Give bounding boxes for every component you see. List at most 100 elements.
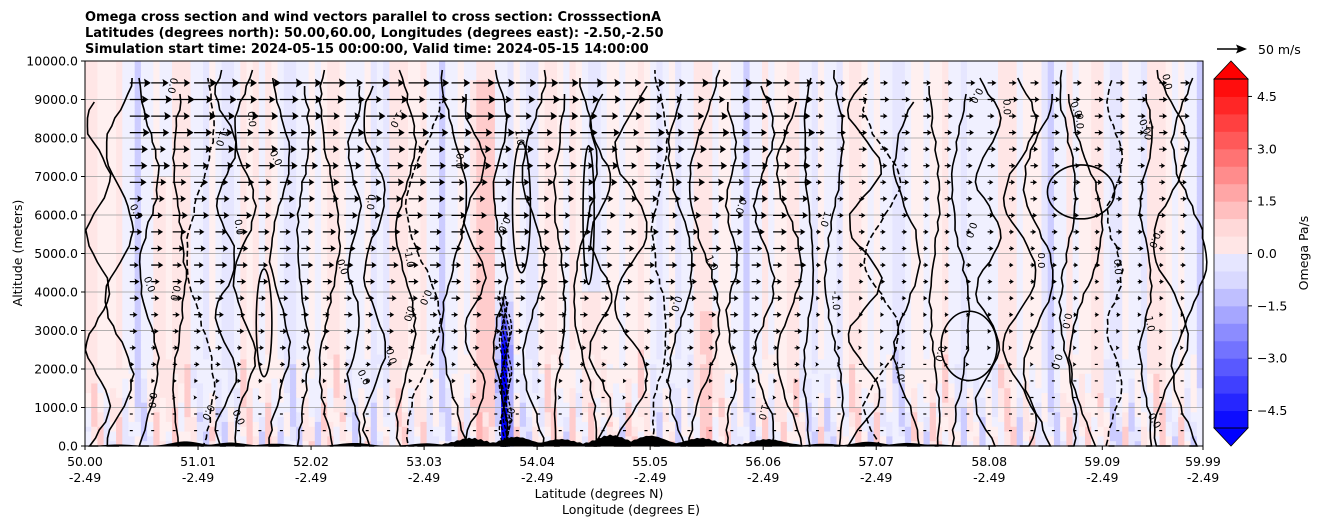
wind-vector	[365, 328, 372, 334]
wind-vector	[858, 229, 865, 235]
wind-vector	[858, 96, 868, 103]
wind-vector	[644, 261, 655, 269]
wind-vector	[644, 345, 650, 351]
wind-vector	[430, 311, 438, 318]
wind-vector	[344, 245, 356, 252]
y-tick-label: 6000.0	[34, 208, 78, 223]
wind-vector	[472, 295, 483, 302]
wind-vector	[194, 361, 200, 367]
wind-vector	[430, 145, 446, 153]
wind-vector	[408, 262, 419, 269]
wind-vector	[665, 361, 671, 367]
wind-vector	[665, 145, 685, 154]
wind-vector	[987, 96, 996, 103]
wind-vector	[1116, 196, 1123, 202]
wind-vector	[816, 80, 826, 86]
wind-vector	[1094, 146, 1102, 152]
wind-vector	[494, 112, 512, 120]
wind-vector	[172, 228, 187, 236]
wind-vector	[880, 345, 884, 351]
wind-vector	[151, 378, 156, 384]
wind-vector	[1094, 345, 1099, 351]
wind-vector	[1051, 113, 1059, 119]
contour-line	[1104, 77, 1124, 447]
wind-vector	[129, 145, 148, 154]
wind-vector	[151, 328, 159, 335]
wind-vector	[751, 161, 769, 170]
wind-vector	[451, 361, 456, 367]
wind-vector	[966, 295, 971, 301]
wind-vector	[1137, 345, 1142, 351]
wind-vector	[429, 395, 434, 400]
wind-vector	[794, 395, 798, 400]
wind-vector	[151, 245, 163, 252]
contour-line-negative	[501, 295, 508, 447]
wind-vector	[322, 361, 328, 367]
wind-vector	[1137, 196, 1144, 202]
wind-vector	[1030, 179, 1038, 185]
wind-vector	[601, 128, 620, 137]
wind-vector	[1073, 245, 1080, 252]
wind-vector	[537, 361, 542, 367]
wind-vector	[1137, 129, 1145, 136]
contour-label: 1.0	[1142, 315, 1156, 333]
wind-vector	[365, 345, 372, 351]
wind-vector	[537, 311, 545, 318]
contour-line	[724, 101, 739, 447]
wind-vector	[623, 195, 638, 203]
wind-vector	[1116, 80, 1125, 86]
wind-vector	[237, 345, 243, 351]
wind-vector	[408, 211, 424, 219]
wind-vector	[987, 196, 994, 202]
wind-vector	[1009, 163, 1016, 169]
contour-line	[588, 93, 613, 447]
contour-label: -1.0	[401, 248, 415, 269]
wind-vector	[730, 295, 739, 302]
wind-vector	[580, 195, 595, 203]
wind-vector	[537, 278, 548, 285]
wind-vector	[472, 161, 492, 170]
wind-vector	[258, 245, 270, 252]
x-tick-label-lon: -2.49	[860, 470, 892, 485]
wind-vector	[343, 395, 348, 400]
wind-vector	[665, 112, 684, 120]
wind-vector	[472, 145, 492, 154]
wind-vector	[279, 178, 293, 186]
wind-vector	[129, 128, 150, 137]
wind-vector	[279, 211, 296, 219]
wind-vector	[623, 212, 635, 219]
wind-vector	[472, 278, 481, 285]
wind-vector	[215, 361, 221, 367]
wind-vector	[836, 362, 841, 367]
wind-vector	[687, 112, 705, 120]
wind-vector	[258, 278, 269, 285]
wind-vector	[558, 78, 579, 88]
wind-vector	[301, 278, 313, 285]
wind-vector	[1030, 328, 1035, 334]
wind-vector	[687, 278, 697, 285]
colorbar-tick-label: 4.5	[1257, 89, 1277, 104]
wind-vector	[880, 279, 886, 285]
wind-vector	[1116, 312, 1121, 318]
wind-vector	[258, 78, 281, 88]
wind-vector	[837, 212, 844, 219]
wind-vector	[172, 112, 190, 120]
wind-vector	[172, 378, 177, 384]
wind-vector	[215, 128, 233, 137]
wind-vector	[1094, 279, 1100, 285]
wind-vector	[193, 395, 198, 400]
wind-vector	[1137, 146, 1146, 152]
wind-vector	[687, 361, 693, 367]
wind-vector	[387, 161, 404, 170]
wind-vector	[129, 378, 134, 384]
wind-vector	[816, 262, 821, 268]
wind-vector	[172, 361, 178, 367]
wind-vector	[1180, 129, 1188, 136]
wind-vector	[794, 195, 809, 203]
wind-vector	[1159, 262, 1164, 268]
wind-vector	[665, 345, 672, 351]
wind-vector	[194, 178, 208, 186]
wind-vector	[301, 328, 309, 334]
wind-vector	[687, 328, 694, 334]
wind-vector	[1030, 113, 1040, 119]
